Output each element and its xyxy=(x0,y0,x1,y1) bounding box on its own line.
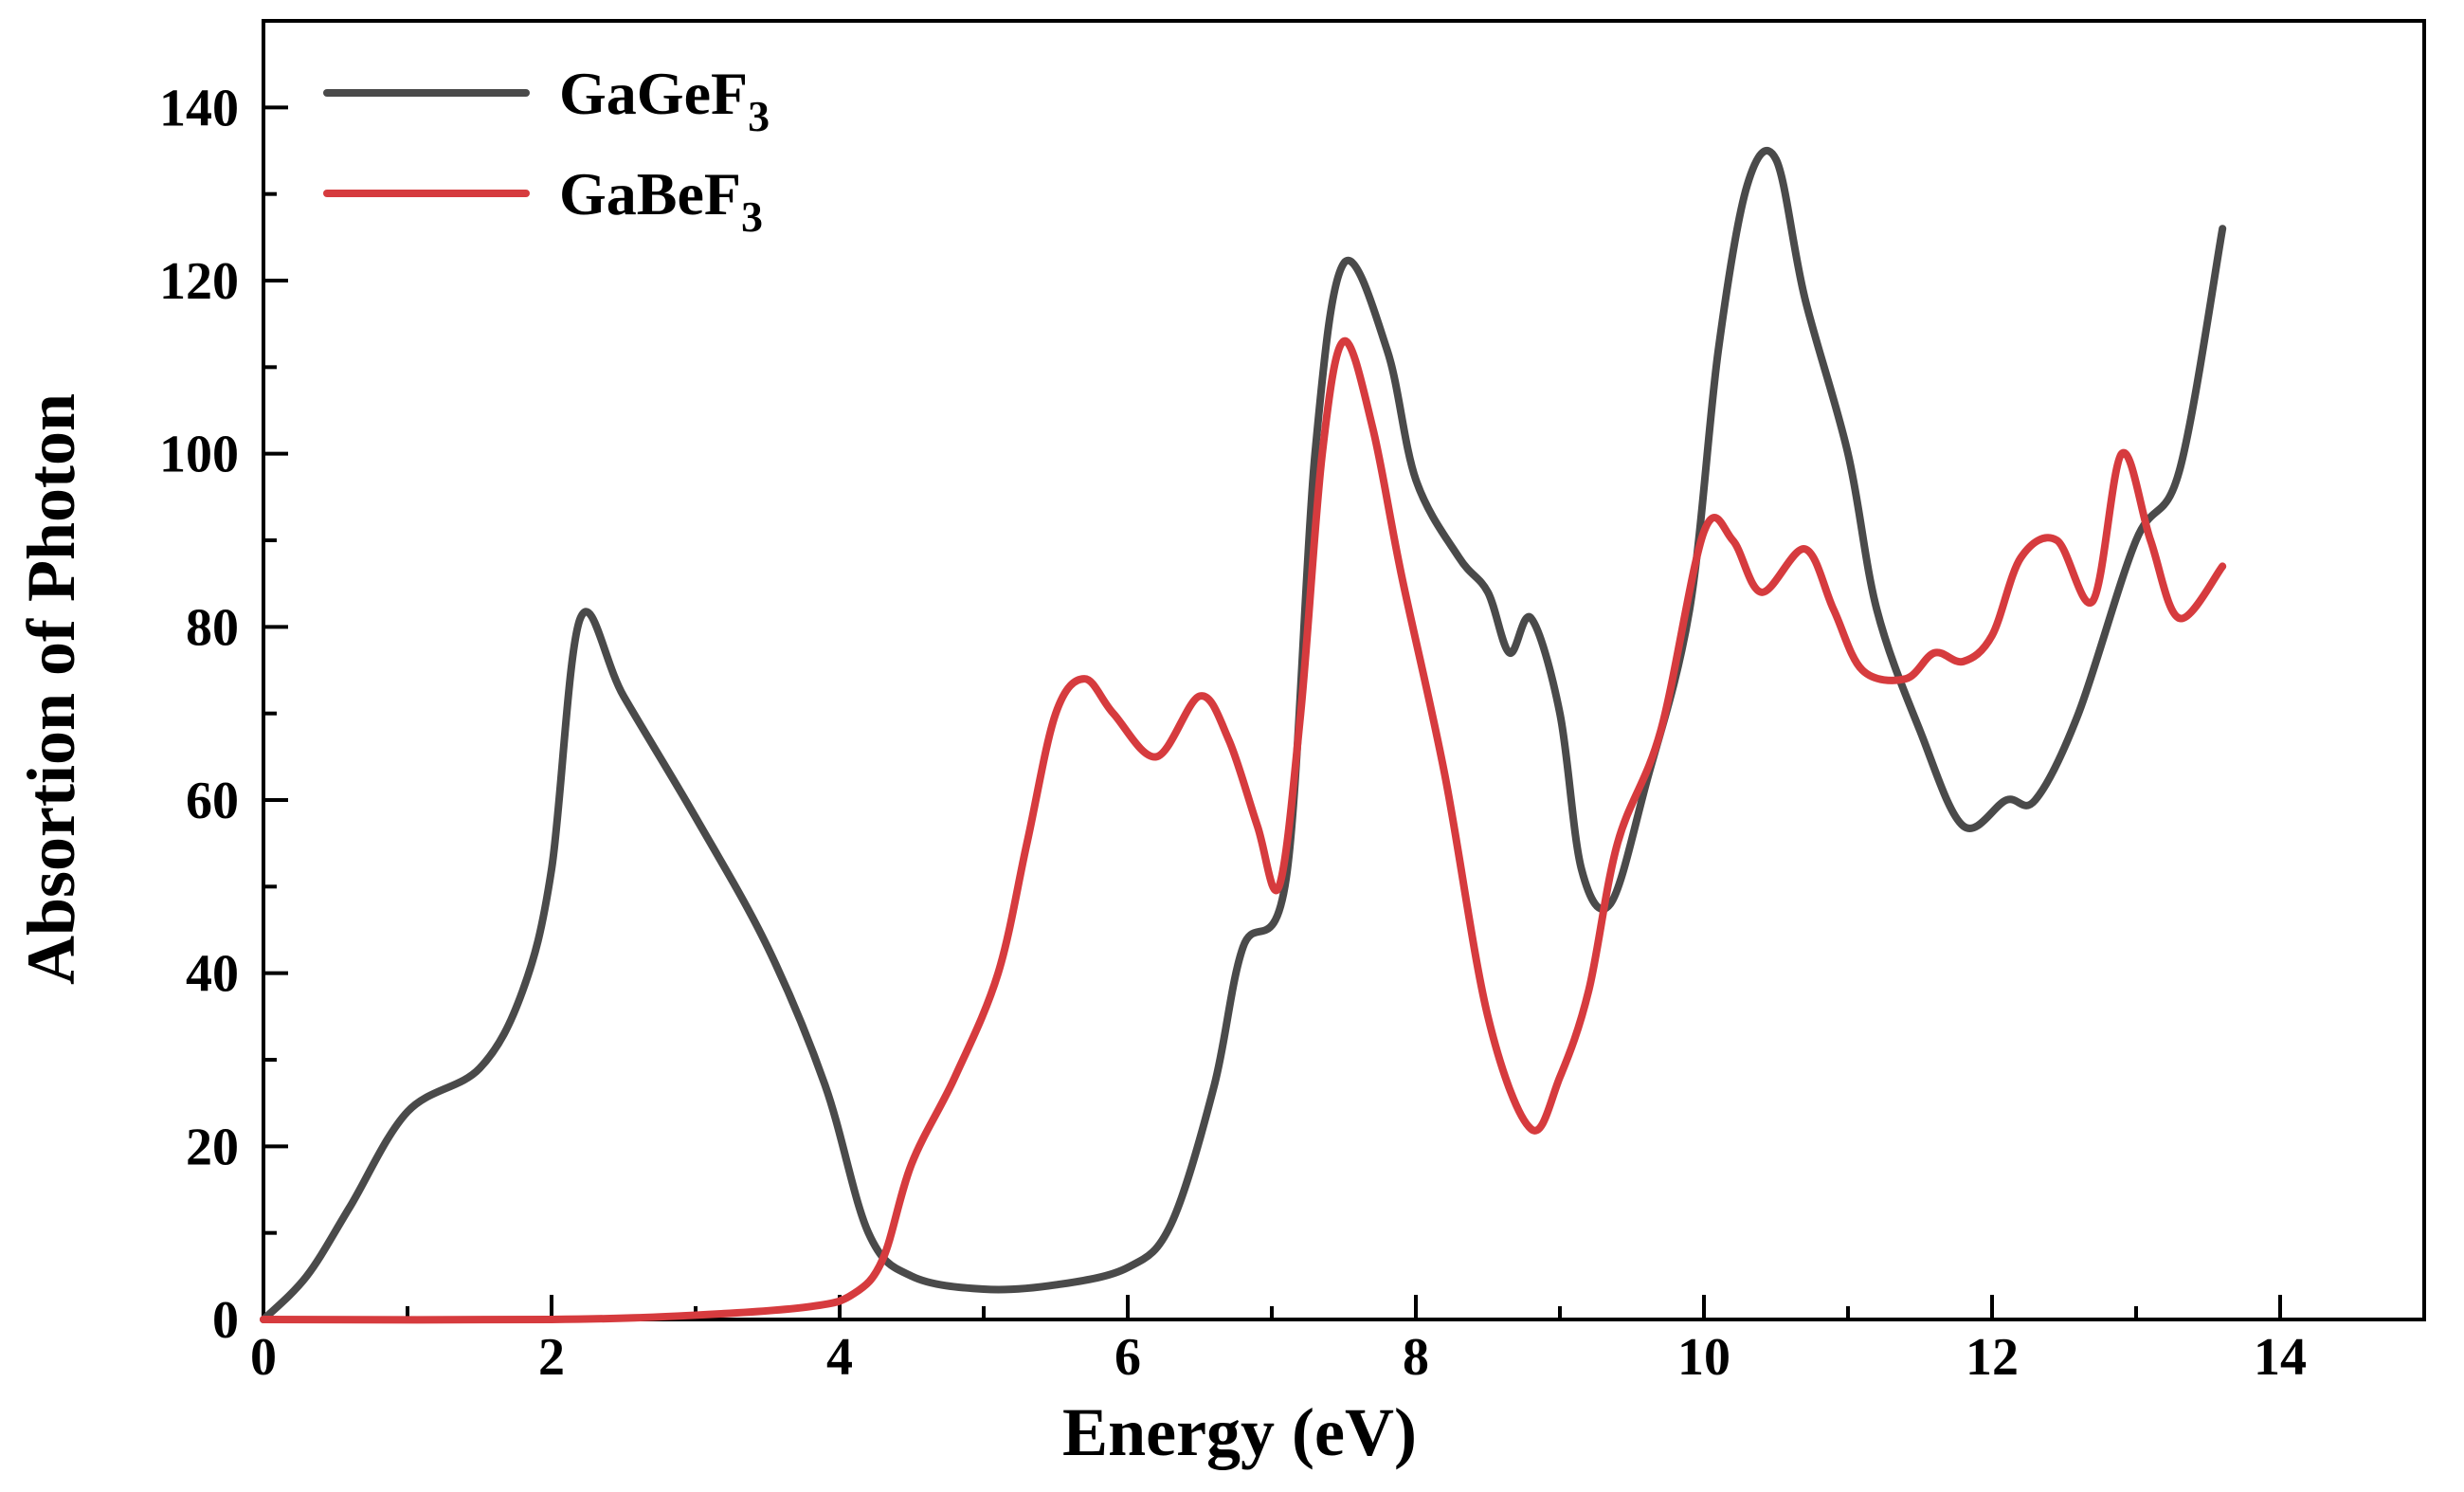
legend-label-gabef3: GaBeF3 xyxy=(559,160,763,241)
y-tick-label: 80 xyxy=(186,598,239,657)
y-axis-title: Absortion of Photon xyxy=(13,393,89,985)
x-tick-label: 8 xyxy=(1403,1328,1429,1387)
x-tick-label: 14 xyxy=(2254,1328,2307,1387)
x-tick-label: 4 xyxy=(826,1328,853,1387)
y-tick-label: 60 xyxy=(186,772,239,830)
x-tick-label: 6 xyxy=(1114,1328,1141,1387)
y-tick-label: 100 xyxy=(159,426,239,484)
x-tick-label: 12 xyxy=(1966,1328,2019,1387)
legend-label-gagef3: GaGeF3 xyxy=(559,60,770,140)
y-tick-label: 20 xyxy=(186,1118,239,1176)
series-layer xyxy=(260,147,2227,1324)
x-tick-label: 10 xyxy=(1677,1328,1730,1387)
series-line-gabef3 xyxy=(260,337,2227,1324)
legend: GaGeF3 GaBeF3 xyxy=(323,60,770,241)
x-tick-label: 2 xyxy=(538,1328,565,1387)
y-tick-label: 140 xyxy=(159,79,239,137)
y-tick-label: 120 xyxy=(159,252,239,311)
x-axis-title: Energy (eV) xyxy=(1062,1394,1417,1470)
y-tick-label: 40 xyxy=(186,945,239,1004)
plot-frame xyxy=(262,19,2426,1321)
y-tick-label: 0 xyxy=(212,1291,239,1350)
series-line-gagef3 xyxy=(260,147,2227,1323)
x-tick-label: 0 xyxy=(250,1328,277,1387)
